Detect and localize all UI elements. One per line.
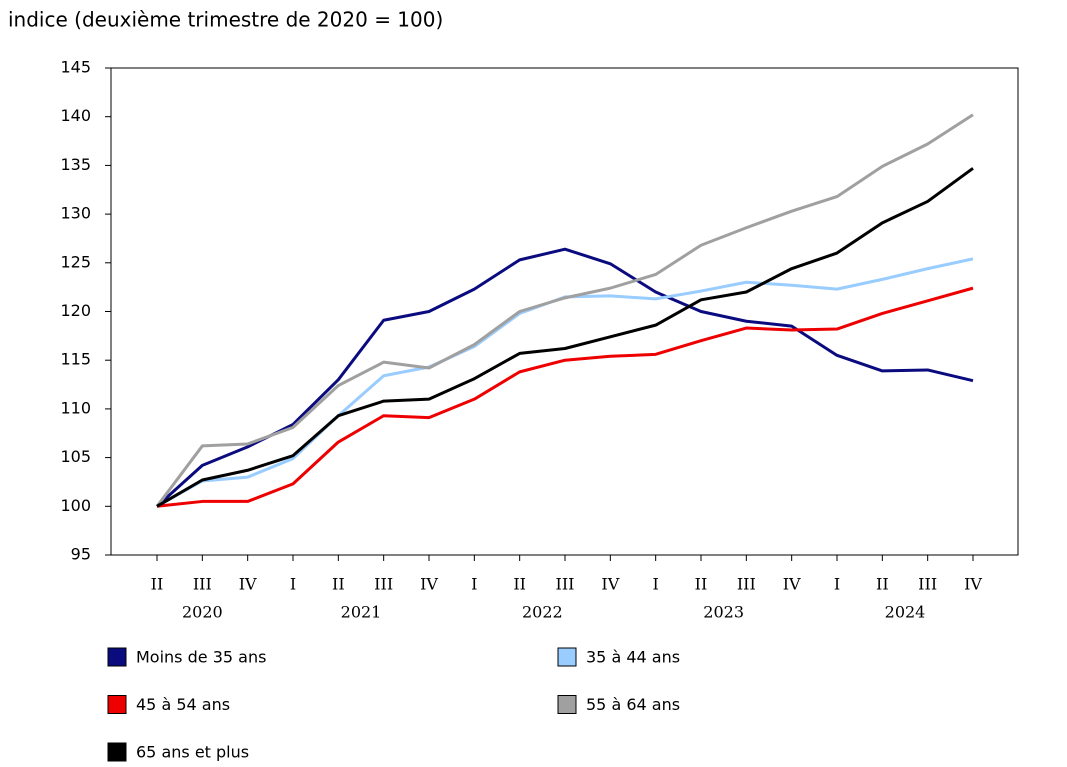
year-label: 2024 <box>885 603 926 622</box>
x-tick-label: II <box>695 575 708 594</box>
x-tick-label: III <box>918 575 937 594</box>
legend-swatch <box>107 742 127 762</box>
year-label: 2020 <box>182 603 223 622</box>
line-series <box>155 247 974 508</box>
y-tick-label: 145 <box>60 58 91 77</box>
x-tick-label: IV <box>420 575 438 594</box>
x-tick-label: III <box>556 575 575 594</box>
line-series <box>156 257 974 508</box>
x-tick-label: III <box>193 575 212 594</box>
line-series <box>156 167 974 508</box>
x-tick-label: IV <box>964 575 982 594</box>
y-tick-label: 115 <box>60 350 91 369</box>
y-tick-label: 140 <box>60 106 91 125</box>
x-tick-label: IV <box>601 575 619 594</box>
x-tick-label: II <box>513 575 526 594</box>
x-tick-label: II <box>876 575 889 594</box>
x-tick-label: I <box>290 575 296 594</box>
x-tick-label: III <box>374 575 393 594</box>
x-tick-label: III <box>737 575 756 594</box>
legend-label: 55 à 64 ans <box>586 695 680 714</box>
y-tick-label: 125 <box>60 252 91 271</box>
legend-swatch <box>107 647 127 667</box>
x-tick-label: I <box>653 575 659 594</box>
x-tick-label: IV <box>239 575 257 594</box>
legend-label: Moins de 35 ans <box>136 648 266 667</box>
year-label: 2021 <box>341 603 382 622</box>
y-tick-label: 120 <box>60 301 91 320</box>
y-tick-label: 95 <box>71 545 91 564</box>
y-tick-label: 105 <box>60 447 91 466</box>
plot-frame <box>110 67 1019 556</box>
x-tick-label: I <box>471 575 477 594</box>
legend-label: 45 à 54 ans <box>136 695 230 714</box>
y-tick-label: 100 <box>60 496 91 515</box>
x-tick-label: I <box>834 575 840 594</box>
y-tick-label: 110 <box>60 398 91 417</box>
year-label: 2023 <box>703 603 744 622</box>
legend-swatch <box>107 695 127 714</box>
year-label: 2022 <box>522 603 563 622</box>
chart-title: indice (deuxième trimestre de 2020 = 100… <box>8 8 443 32</box>
x-tick-label: II <box>332 575 345 594</box>
legend-label: 65 ans et plus <box>136 743 249 762</box>
legend-swatch <box>557 695 577 714</box>
x-tick-label: IV <box>783 575 801 594</box>
x-tick-label: II <box>151 575 164 594</box>
legend-label: 35 à 44 ans <box>586 648 680 667</box>
line-series <box>155 113 974 508</box>
legend-swatch <box>557 647 577 667</box>
line-series <box>156 286 974 508</box>
y-tick-label: 130 <box>60 204 91 223</box>
y-tick-label: 135 <box>60 155 91 174</box>
